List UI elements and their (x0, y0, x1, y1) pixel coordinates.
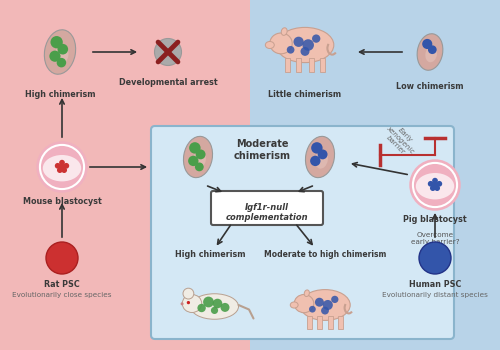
Ellipse shape (281, 28, 287, 35)
Bar (317, 316, 322, 329)
Ellipse shape (304, 290, 310, 296)
Ellipse shape (154, 38, 182, 65)
Ellipse shape (43, 155, 81, 181)
Ellipse shape (294, 294, 314, 313)
Ellipse shape (44, 30, 76, 74)
Circle shape (220, 303, 230, 312)
Circle shape (203, 296, 214, 307)
Circle shape (189, 142, 200, 154)
Circle shape (198, 304, 206, 312)
Circle shape (56, 58, 66, 68)
Circle shape (310, 156, 320, 166)
Circle shape (432, 182, 438, 188)
Ellipse shape (54, 45, 68, 64)
Ellipse shape (182, 294, 202, 313)
Circle shape (46, 242, 78, 274)
Ellipse shape (184, 136, 212, 178)
Circle shape (302, 39, 314, 51)
Ellipse shape (190, 294, 238, 319)
Circle shape (432, 178, 438, 183)
Ellipse shape (417, 34, 443, 70)
Circle shape (312, 34, 320, 43)
Text: complementation: complementation (226, 212, 308, 222)
Circle shape (57, 167, 62, 173)
Ellipse shape (276, 27, 334, 63)
Text: Igf1r-null: Igf1r-null (245, 203, 289, 212)
Circle shape (188, 156, 198, 166)
Text: Moderate to high chimerism: Moderate to high chimerism (264, 250, 386, 259)
Circle shape (422, 39, 432, 49)
Text: Mouse blastocyst: Mouse blastocyst (22, 197, 102, 206)
Circle shape (180, 302, 184, 305)
Circle shape (62, 167, 67, 173)
Text: Little chimerism: Little chimerism (268, 90, 342, 99)
Circle shape (183, 288, 194, 299)
Circle shape (430, 185, 436, 191)
Circle shape (64, 163, 69, 169)
Text: Overcome
early barrier?: Overcome early barrier? (410, 232, 460, 245)
Text: High chimerism: High chimerism (25, 90, 95, 99)
Bar (320, 58, 325, 72)
Circle shape (315, 298, 324, 307)
Ellipse shape (270, 33, 292, 54)
Bar (296, 58, 301, 72)
Text: Developmental arrest: Developmental arrest (118, 78, 218, 87)
Circle shape (58, 44, 68, 55)
Circle shape (212, 299, 222, 308)
Circle shape (434, 185, 440, 191)
Text: Human PSC: Human PSC (409, 280, 461, 289)
Circle shape (38, 143, 86, 191)
Circle shape (59, 160, 65, 166)
Circle shape (318, 149, 328, 159)
Ellipse shape (416, 173, 454, 200)
Circle shape (59, 164, 65, 170)
Circle shape (196, 149, 205, 159)
Ellipse shape (314, 150, 328, 169)
Circle shape (331, 296, 338, 303)
Ellipse shape (266, 42, 274, 49)
Text: Early
xenogenic
barrier: Early xenogenic barrier (380, 120, 420, 160)
Bar (250, 0, 500, 350)
Circle shape (419, 242, 451, 274)
Circle shape (50, 51, 60, 62)
Circle shape (309, 306, 316, 313)
Circle shape (311, 142, 322, 154)
Bar (338, 316, 342, 329)
Bar (309, 58, 314, 72)
FancyBboxPatch shape (151, 126, 454, 339)
Circle shape (428, 181, 434, 187)
Circle shape (294, 37, 304, 47)
Ellipse shape (192, 150, 206, 169)
Circle shape (428, 46, 436, 54)
Circle shape (211, 307, 218, 314)
Circle shape (300, 47, 310, 56)
Circle shape (323, 300, 333, 310)
Circle shape (195, 162, 203, 171)
Ellipse shape (300, 289, 350, 320)
Bar (308, 316, 312, 329)
Circle shape (187, 301, 190, 304)
Circle shape (50, 36, 63, 48)
FancyBboxPatch shape (211, 191, 323, 225)
Circle shape (436, 181, 442, 187)
Circle shape (287, 46, 294, 54)
Circle shape (411, 161, 459, 209)
Text: High chimerism: High chimerism (175, 250, 245, 259)
Text: Low chimerism: Low chimerism (396, 82, 464, 91)
Text: Evolutionarily close species: Evolutionarily close species (12, 292, 112, 298)
Text: Rat PSC: Rat PSC (44, 280, 80, 289)
Text: Evolutionarily distant species: Evolutionarily distant species (382, 292, 488, 298)
Text: Moderate
chimerism: Moderate chimerism (234, 139, 290, 161)
Ellipse shape (290, 302, 298, 308)
Ellipse shape (426, 46, 437, 62)
Bar (0, 0, 250, 350)
Ellipse shape (306, 136, 334, 178)
Circle shape (321, 307, 329, 315)
Text: Pig blastocyst: Pig blastocyst (403, 215, 467, 224)
Circle shape (55, 163, 60, 169)
Bar (285, 58, 290, 72)
Bar (328, 316, 333, 329)
